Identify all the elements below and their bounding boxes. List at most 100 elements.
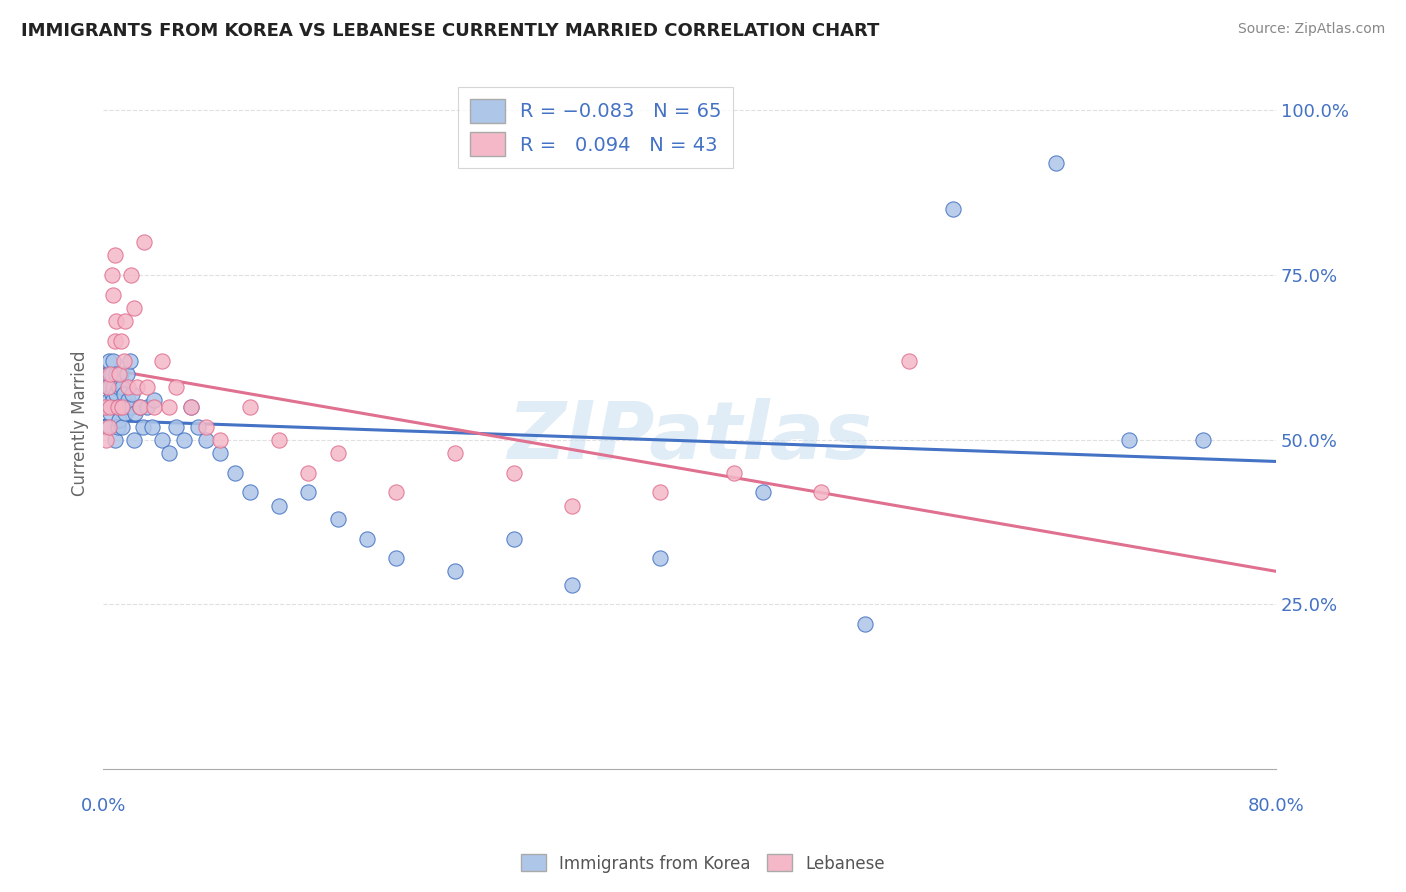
Point xyxy=(114,406,136,420)
Point xyxy=(105,367,128,381)
Point xyxy=(115,367,138,381)
Point xyxy=(100,406,122,420)
Point xyxy=(96,380,118,394)
Point xyxy=(124,406,146,420)
Point xyxy=(107,400,129,414)
Point xyxy=(136,380,159,394)
Point xyxy=(150,353,173,368)
Point xyxy=(111,400,134,414)
Point xyxy=(98,419,121,434)
Point xyxy=(385,551,408,566)
Point xyxy=(125,380,148,394)
Point xyxy=(101,268,124,282)
Point xyxy=(128,400,150,414)
Point xyxy=(1045,156,1067,170)
Point xyxy=(96,380,118,394)
Point xyxy=(111,380,134,394)
Point xyxy=(132,419,155,434)
Point xyxy=(165,419,187,434)
Point xyxy=(224,466,246,480)
Point xyxy=(96,367,118,381)
Point xyxy=(134,235,156,249)
Point xyxy=(122,301,145,315)
Point xyxy=(502,466,524,480)
Point xyxy=(239,400,262,414)
Legend: Immigrants from Korea, Lebanese: Immigrants from Korea, Lebanese xyxy=(515,847,891,880)
Point xyxy=(103,288,125,302)
Point xyxy=(297,485,319,500)
Point xyxy=(103,380,125,394)
Point xyxy=(561,577,583,591)
Text: ZIPatlas: ZIPatlas xyxy=(508,398,872,476)
Point xyxy=(180,400,202,414)
Point xyxy=(165,380,187,394)
Point xyxy=(1118,433,1140,447)
Point xyxy=(855,617,877,632)
Point xyxy=(108,380,131,394)
Point xyxy=(173,433,195,447)
Point xyxy=(194,419,217,434)
Text: 80.0%: 80.0% xyxy=(1247,797,1305,814)
Legend: R = −0.083   N = 65, R =   0.094   N = 43: R = −0.083 N = 65, R = 0.094 N = 43 xyxy=(458,87,734,168)
Point xyxy=(94,433,117,447)
Point xyxy=(112,353,135,368)
Point xyxy=(898,353,921,368)
Point xyxy=(103,393,125,408)
Point xyxy=(93,400,115,414)
Point xyxy=(194,433,217,447)
Point xyxy=(107,419,129,434)
Point xyxy=(111,419,134,434)
Point xyxy=(444,565,467,579)
Point xyxy=(810,485,832,500)
Point xyxy=(157,446,180,460)
Point xyxy=(180,400,202,414)
Point xyxy=(143,400,166,414)
Point xyxy=(112,400,135,414)
Point xyxy=(502,532,524,546)
Point xyxy=(942,202,965,217)
Point xyxy=(143,393,166,408)
Point xyxy=(100,400,122,414)
Point xyxy=(121,386,143,401)
Point xyxy=(561,499,583,513)
Point xyxy=(110,367,132,381)
Point xyxy=(118,353,141,368)
Point xyxy=(98,353,121,368)
Point xyxy=(108,413,131,427)
Point xyxy=(110,400,132,414)
Point xyxy=(104,334,127,348)
Point xyxy=(444,446,467,460)
Point xyxy=(650,551,672,566)
Point xyxy=(141,419,163,434)
Point xyxy=(157,400,180,414)
Point xyxy=(122,433,145,447)
Point xyxy=(104,433,127,447)
Point xyxy=(101,386,124,401)
Point xyxy=(93,400,115,414)
Point xyxy=(1191,433,1213,447)
Point xyxy=(108,367,131,381)
Point xyxy=(105,314,128,328)
Point xyxy=(105,386,128,401)
Point xyxy=(136,400,159,414)
Point xyxy=(128,400,150,414)
Point xyxy=(117,393,139,408)
Point xyxy=(326,446,349,460)
Y-axis label: Currently Married: Currently Married xyxy=(72,351,89,496)
Text: 0.0%: 0.0% xyxy=(80,797,125,814)
Point xyxy=(385,485,408,500)
Point xyxy=(326,512,349,526)
Point xyxy=(297,466,319,480)
Point xyxy=(104,248,127,262)
Point xyxy=(356,532,378,546)
Point xyxy=(120,400,142,414)
Point xyxy=(101,367,124,381)
Text: IMMIGRANTS FROM KOREA VS LEBANESE CURRENTLY MARRIED CORRELATION CHART: IMMIGRANTS FROM KOREA VS LEBANESE CURREN… xyxy=(21,22,880,40)
Point xyxy=(650,485,672,500)
Point xyxy=(98,393,121,408)
Point xyxy=(104,400,127,414)
Point xyxy=(112,386,135,401)
Point xyxy=(150,433,173,447)
Point xyxy=(107,400,129,414)
Point xyxy=(103,353,125,368)
